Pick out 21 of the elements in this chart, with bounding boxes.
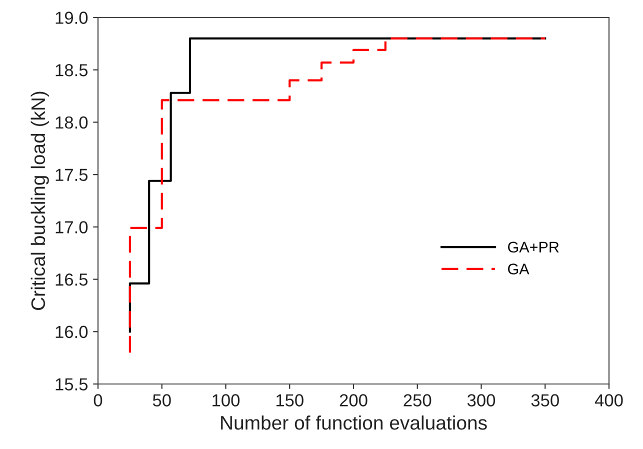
y-tick-label: 18.5 bbox=[56, 64, 88, 76]
x-tick-label: 150 bbox=[276, 394, 304, 406]
y-tick-label: 17.0 bbox=[56, 221, 88, 234]
x-tick-label: 350 bbox=[531, 394, 559, 406]
x-tick-label: 300 bbox=[467, 394, 496, 406]
x-tick-label: 0 bbox=[94, 394, 102, 406]
legend-label: GA+PR bbox=[508, 242, 559, 253]
legend-label: GA bbox=[508, 264, 530, 274]
x-tick-label: 400 bbox=[594, 394, 623, 406]
y-tick-label: 15.5 bbox=[56, 378, 88, 390]
x-tick-label: 250 bbox=[404, 394, 432, 406]
x-tick-label: 50 bbox=[152, 394, 171, 406]
y-tick-label: 16.0 bbox=[56, 326, 88, 338]
x-tick-label: 100 bbox=[212, 394, 240, 406]
x-tick-label: 200 bbox=[340, 394, 368, 406]
y-tick-label: 16.5 bbox=[56, 273, 88, 286]
y-tick-label: 17.5 bbox=[56, 168, 88, 182]
y-tick-label: 18.0 bbox=[56, 116, 88, 129]
y-axis-title: Critical buckling load (kN) bbox=[30, 92, 49, 310]
y-tick-label: 19.0 bbox=[56, 12, 88, 24]
x-axis-title: Number of function evaluations bbox=[221, 415, 487, 430]
